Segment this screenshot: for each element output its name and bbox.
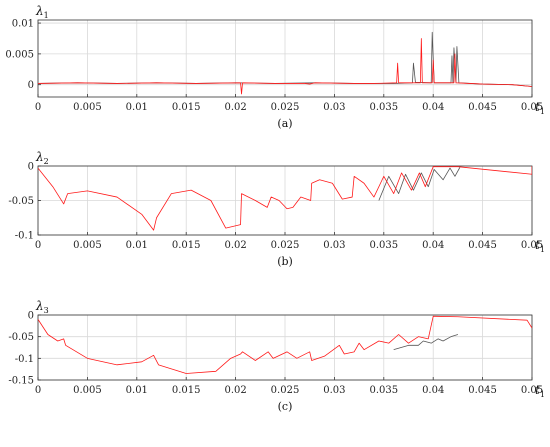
x-tick-label: 0.02	[224, 102, 246, 113]
x-tick-label: 0.005	[73, 385, 102, 396]
y-axis-label: λ2	[35, 150, 49, 166]
x-axis-label: t1	[535, 100, 545, 116]
plot-frame	[37, 314, 533, 381]
x-tick-label: 0.02	[224, 240, 246, 251]
x-tick-label: 0.005	[73, 102, 102, 113]
plot-frame	[37, 165, 533, 236]
x-tick-label: 0.045	[468, 240, 497, 251]
x-tick-label: 0.02	[224, 385, 246, 396]
plot-frame	[37, 19, 533, 98]
y-tick-label: 0.01	[12, 19, 34, 30]
y-tick-label: 0	[28, 80, 34, 91]
y-tick-label: -0.1	[15, 354, 34, 365]
subplot-caption: (a)	[277, 117, 292, 130]
x-tick-label: 0.045	[468, 385, 497, 396]
y-tick-label: 0	[28, 311, 34, 322]
x-tick-label: 0.025	[271, 102, 300, 113]
subplot-c: 0 0.005 0.01 0.015 0.02 0.025 0.03 0.035 0.04 0.0…	[8, 299, 545, 413]
x-tick-label: 0.04	[422, 102, 444, 113]
x-tick-label: 0.03	[323, 385, 345, 396]
x-tick-label: 0.005	[73, 240, 102, 251]
x-axis-label: t1	[535, 238, 545, 254]
x-tick-label: 0.04	[422, 240, 444, 251]
x-tick-label: 0	[35, 102, 41, 113]
x-tick-label: 0.01	[126, 240, 148, 251]
y-axis-label: λ1	[35, 4, 49, 20]
x-tick-label: 0.01	[126, 385, 148, 396]
series-line-0	[393, 334, 459, 351]
x-tick-label: 0.025	[271, 385, 300, 396]
x-tick-label: 0.035	[369, 102, 398, 113]
x-tick-label: 0.015	[172, 240, 201, 251]
x-tick-label: 0.05	[521, 240, 543, 251]
x-tick-label: 0	[35, 385, 41, 396]
x-tick-label: 0.045	[468, 102, 497, 113]
x-tick-label: 0.05	[521, 385, 543, 396]
series-line-1	[38, 38, 532, 95]
x-tick-label: 0.03	[323, 240, 345, 251]
x-tick-label: 0	[35, 240, 41, 251]
y-tick-label: -0.05	[8, 332, 34, 343]
x-tick-label: 0.05	[521, 102, 543, 113]
series-line-0	[378, 167, 461, 201]
x-tick-label: 0.04	[422, 385, 444, 396]
y-tick-label: -0.1	[15, 231, 34, 242]
y-tick-label: 0	[28, 162, 34, 173]
subplot-caption: (c)	[278, 400, 293, 413]
x-tick-label: 0.015	[172, 385, 201, 396]
x-tick-label: 0.035	[369, 385, 398, 396]
x-tick-label: 0.035	[369, 240, 398, 251]
x-axis-label: t1	[535, 383, 545, 399]
x-tick-label: 0.025	[271, 240, 300, 251]
subplot-b: 0 0.005 0.01 0.015 0.02 0.025 0.03 0.035 0.04 0.0…	[8, 150, 545, 268]
y-axis-label: λ3	[35, 299, 49, 315]
y-tick-label: 0.005	[5, 49, 34, 60]
y-tick-label: -0.15	[8, 376, 34, 387]
x-tick-label: 0.01	[126, 102, 148, 113]
series-line-1	[38, 315, 532, 374]
subplot-a: 0 0.005 0.01 0.015 0.02 0.025 0.03 0.035 0.04 0.0…	[5, 4, 545, 130]
y-tick-label: -0.05	[8, 196, 34, 207]
x-tick-label: 0.015	[172, 102, 201, 113]
subplot-caption: (b)	[277, 255, 293, 268]
x-tick-label: 0.03	[323, 102, 345, 113]
series-line-1	[38, 166, 532, 231]
